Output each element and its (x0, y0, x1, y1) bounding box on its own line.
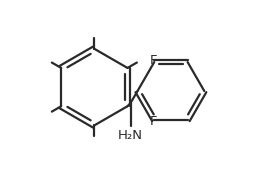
Text: F: F (150, 115, 157, 128)
Text: F: F (150, 54, 157, 67)
Text: H₂N: H₂N (118, 129, 143, 142)
